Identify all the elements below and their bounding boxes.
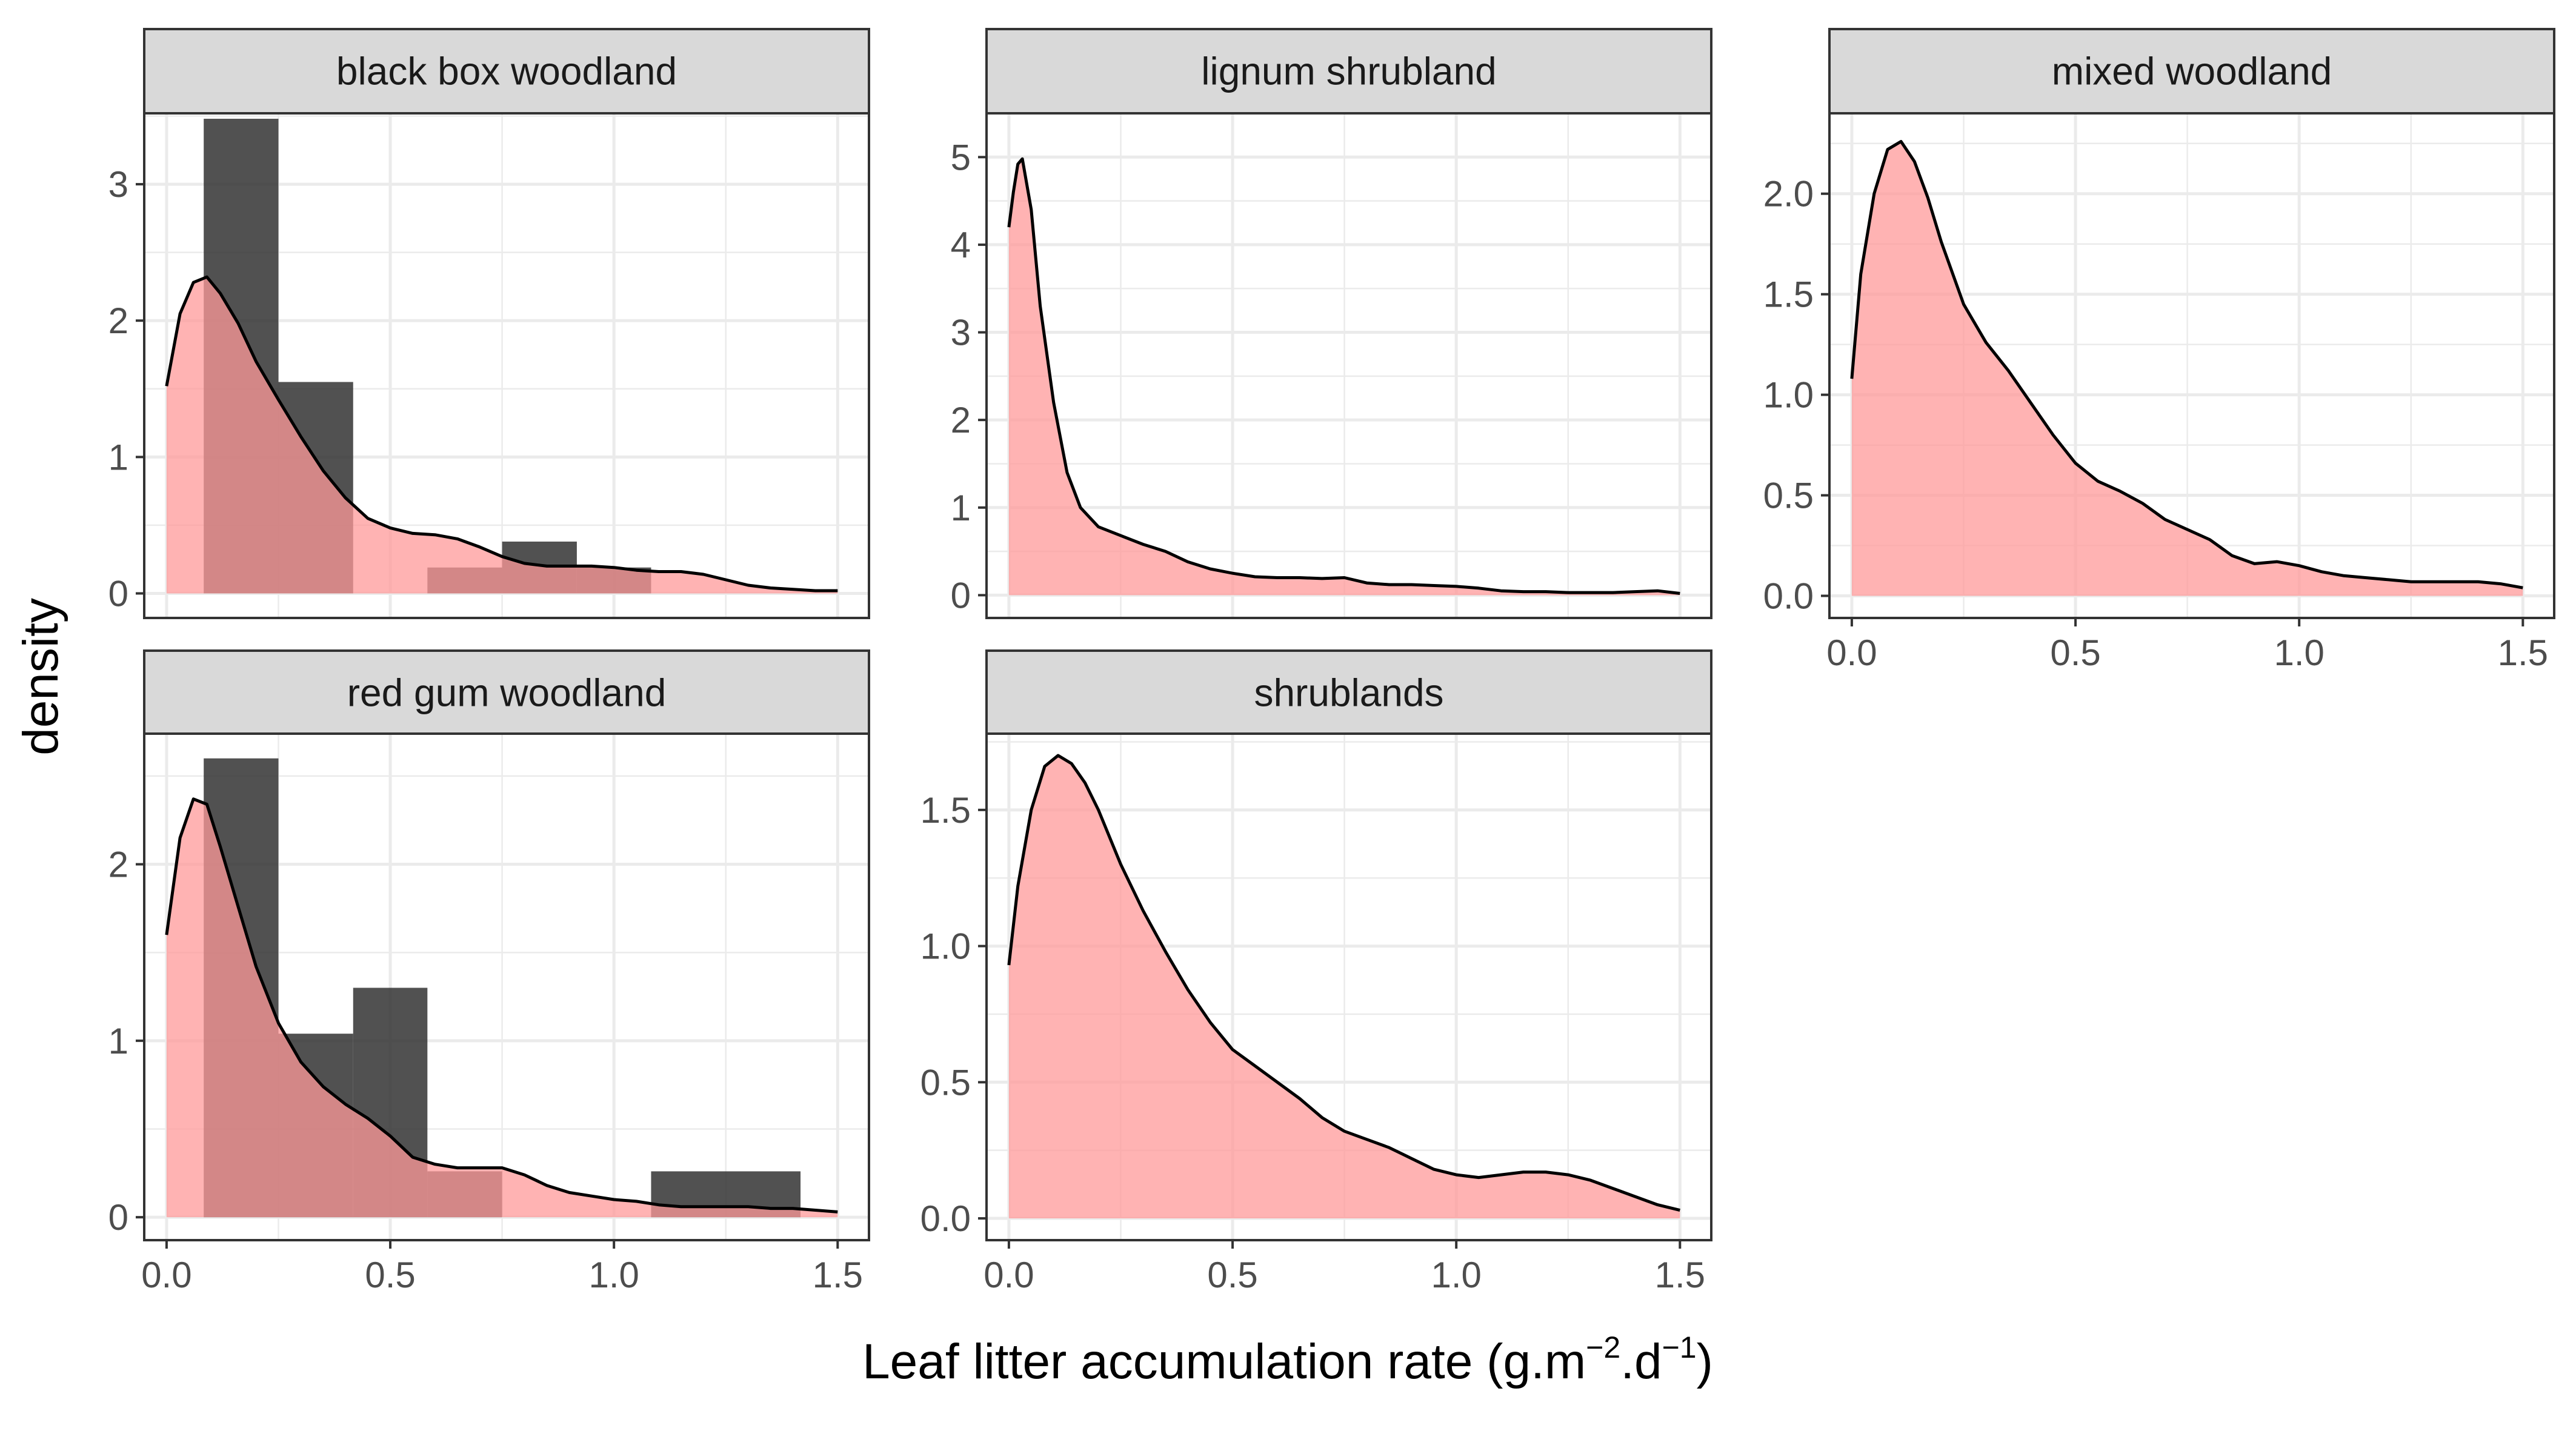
- x-axis-title-sup-1: −2: [1586, 1330, 1620, 1364]
- panels-layer: black box woodland 0 1 2 3 lignum shrubland 0 1…: [108, 28, 2555, 1295]
- y-tick-label: 1.0: [920, 926, 971, 967]
- y-tick-label: 0.5: [920, 1062, 971, 1103]
- strip-lignum-shrubland: [985, 28, 1712, 115]
- x-tick-label: 0.0: [141, 1255, 191, 1295]
- x-axis-title-unit-close: ): [1697, 1334, 1713, 1389]
- density-line-shrublands: [1007, 754, 1680, 1212]
- x-axis-title-mid: .d: [1620, 1334, 1662, 1389]
- x-tick-label: 1.0: [588, 1255, 639, 1295]
- panel-border: [985, 732, 1712, 1241]
- y-tick-label: 1: [108, 1021, 128, 1061]
- x-axis-title-main: Leaf litter accumulation rate: [862, 1334, 1486, 1389]
- y-tick-label: 2.0: [1763, 174, 1814, 214]
- panel-mixed-woodland: mixed woodland 0.0 0.5 1.0 1.5 2.0 0.0 0.5 1.0 1.…: [1763, 28, 2555, 673]
- y-tick-label: 1.5: [920, 790, 971, 831]
- density-line-lignum-shrubland: [1007, 157, 1680, 595]
- y-tick-label: 0: [951, 575, 971, 616]
- panel-lignum-shrubland: lignum shrubland 0 1 2 3 4 5: [951, 28, 1712, 619]
- panel-border: [143, 112, 870, 619]
- x-tick-label: 0.5: [365, 1255, 415, 1295]
- strip-red-gum-woodland: [143, 649, 870, 736]
- x-tick-label: 1.5: [2498, 632, 2548, 673]
- x-tick-label: 1.5: [813, 1255, 863, 1295]
- density-area-mixed-woodland: [1851, 141, 2523, 596]
- x-tick-label: 0.5: [2050, 632, 2100, 673]
- x-tick-label: 1.5: [1655, 1255, 1705, 1295]
- panel-border: [985, 112, 1712, 619]
- panel-border: [1828, 112, 2555, 619]
- y-tick-label: 3: [108, 164, 128, 205]
- y-tick-label: 4: [951, 225, 971, 265]
- x-axis-title-sup-2: −1: [1662, 1330, 1697, 1364]
- strip-black-box-woodland: [143, 28, 870, 115]
- density-area-red-gum-woodland: [166, 799, 838, 1218]
- x-tick-label: 0.5: [1207, 1255, 1257, 1295]
- y-tick-label: 0: [108, 1197, 128, 1238]
- y-tick-label: 2: [108, 845, 128, 885]
- x-tick-label: 0.0: [983, 1255, 1034, 1295]
- x-tick-label: 0.0: [1826, 632, 1877, 673]
- strip-mixed-woodland: [1828, 28, 2555, 115]
- y-tick-label: 0: [108, 573, 128, 614]
- density-line-black-box-woodland: [165, 275, 838, 593]
- y-tick-label: 0.0: [1763, 576, 1814, 616]
- x-axis-title-unit-open: (g.m: [1486, 1334, 1586, 1389]
- y-tick-label: 2: [951, 400, 971, 440]
- density-area-black-box-woodland: [166, 277, 838, 594]
- density-area-lignum-shrubland: [1008, 159, 1680, 596]
- strip-label-red-gum-woodland: red gum woodland: [347, 671, 667, 715]
- strip-label-black-box-woodland: black box woodland: [336, 50, 677, 93]
- panel-red-gum-woodland: red gum woodland 0 1 2 0.0 0.5 1.0 1.5: [108, 649, 870, 1295]
- y-tick-label: 1: [951, 488, 971, 528]
- y-tick-label: 3: [951, 313, 971, 353]
- y-tick-label: 2: [108, 300, 128, 341]
- y-tick-label: 1: [108, 437, 128, 477]
- y-axis-title: density: [13, 598, 68, 755]
- density-line-mixed-woodland: [1850, 140, 2523, 589]
- density-line-red-gum-woodland: [165, 797, 838, 1214]
- panel-shrublands: shrublands 0.0 0.5 1.0 1.5 0.0 0.5 1.0 1.5: [920, 649, 1712, 1295]
- strip-label-shrublands: shrublands: [1254, 671, 1443, 715]
- y-tick-label: 5: [951, 137, 971, 178]
- strip-label-lignum-shrubland: lignum shrubland: [1201, 50, 1496, 93]
- y-tick-label: 0.5: [1763, 476, 1814, 516]
- density-area-shrublands: [1008, 755, 1680, 1218]
- y-tick-label: 1.0: [1763, 375, 1814, 416]
- panel-black-box-woodland: black box woodland 0 1 2 3: [108, 28, 870, 619]
- x-tick-label: 1.0: [2274, 632, 2324, 673]
- panel-border: [143, 732, 870, 1241]
- x-axis-title: Leaf litter accumulation rate (g.m−2.d−1…: [862, 1330, 1713, 1389]
- x-tick-label: 1.0: [1431, 1255, 1481, 1295]
- y-tick-label: 0.0: [920, 1198, 971, 1239]
- strip-label-mixed-woodland: mixed woodland: [2052, 50, 2332, 93]
- y-tick-label: 1.5: [1763, 274, 1814, 315]
